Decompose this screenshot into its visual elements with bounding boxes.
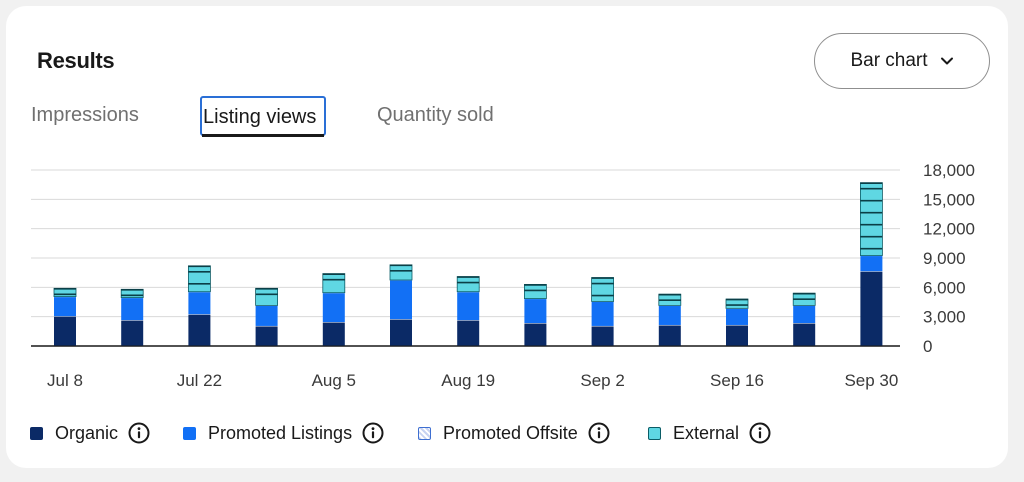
bar-organic bbox=[524, 323, 547, 346]
bar-promoted-listings bbox=[524, 299, 547, 324]
y-tick-label: 18,000 bbox=[923, 161, 975, 180]
legend-swatch-promoted-listings bbox=[183, 426, 196, 440]
bar-external bbox=[860, 182, 883, 256]
bar-organic bbox=[322, 322, 345, 346]
y-tick-label: 6,000 bbox=[923, 278, 966, 297]
x-tick-label: Aug 19 bbox=[441, 371, 495, 390]
active-tab-indicator bbox=[202, 134, 324, 137]
bar-organic bbox=[54, 316, 76, 346]
bar-organic bbox=[188, 314, 211, 346]
bar-external bbox=[389, 264, 413, 281]
bar-organic bbox=[860, 271, 883, 346]
metric-tabs: Impressions Listing views Quantity sold bbox=[0, 96, 600, 140]
y-tick-label: 12,000 bbox=[923, 220, 975, 239]
y-tick-label: 3,000 bbox=[923, 308, 966, 327]
legend-label-external: External bbox=[673, 422, 740, 443]
bar-promoted-listings bbox=[457, 292, 480, 321]
y-tick-label: 0 bbox=[923, 337, 932, 356]
x-tick-label: Aug 5 bbox=[312, 371, 356, 390]
bar-promoted-listings bbox=[322, 293, 345, 323]
bar-promoted-listings bbox=[726, 308, 748, 325]
info-icon[interactable] bbox=[749, 422, 771, 444]
bar-organic bbox=[591, 326, 614, 346]
legend-item-promoted-offsite: Promoted Offsite bbox=[418, 420, 610, 446]
tab-quantity-sold[interactable]: Quantity sold bbox=[377, 104, 494, 126]
info-icon[interactable] bbox=[128, 422, 150, 444]
bar-promoted-listings bbox=[591, 302, 614, 326]
bar-promoted-listings bbox=[860, 256, 883, 272]
bar-promoted-listings bbox=[54, 297, 76, 317]
bar-organic bbox=[255, 326, 278, 346]
legend-label-promoted-offsite: Promoted Offsite bbox=[443, 422, 578, 443]
bar-organic bbox=[658, 325, 681, 346]
legend-swatch-promoted-offsite bbox=[418, 426, 431, 440]
page-title: Results bbox=[37, 48, 115, 73]
bar-promoted-listings bbox=[658, 305, 681, 325]
bar-promoted-listings bbox=[793, 305, 816, 324]
legend-swatch-organic bbox=[30, 426, 43, 440]
bar-organic bbox=[121, 320, 144, 346]
bar-promoted-listings bbox=[390, 280, 412, 320]
listing-views-chart: 0 3,000 6,000 9,000 12,000 15,000 18,000 Jul 8 J… bbox=[31, 161, 975, 390]
bar-external bbox=[591, 277, 614, 302]
x-tick-label: Jul 8 bbox=[47, 371, 83, 390]
x-tick-label: Sep 2 bbox=[580, 371, 624, 390]
legend-swatch-external bbox=[648, 426, 661, 440]
chart-type-select[interactable]: Bar chart bbox=[814, 33, 990, 89]
legend-item-promoted-listings: Promoted Listings bbox=[183, 420, 384, 446]
bar-external bbox=[187, 265, 211, 293]
bar-external bbox=[322, 273, 346, 294]
bar-external bbox=[255, 287, 279, 306]
tab-listing-views[interactable]: Listing views bbox=[200, 96, 326, 136]
results-card: Results Bar chart bbox=[6, 6, 1008, 468]
bar-promoted-listings bbox=[255, 305, 278, 326]
tab-impressions[interactable]: Impressions bbox=[31, 104, 139, 126]
bar-external bbox=[524, 283, 547, 299]
legend-item-external: External bbox=[648, 420, 771, 446]
info-icon[interactable] bbox=[588, 422, 610, 444]
bar-external bbox=[725, 298, 749, 309]
bar-organic bbox=[793, 323, 816, 346]
chevron-down-icon bbox=[940, 54, 954, 68]
legend-label-promoted-listings: Promoted Listings bbox=[208, 422, 353, 443]
x-tick-label: Sep 30 bbox=[844, 371, 898, 390]
info-icon[interactable] bbox=[362, 422, 384, 444]
bar-organic bbox=[726, 325, 748, 346]
x-tick-label: Jul 22 bbox=[177, 371, 222, 390]
bar-promoted-listings bbox=[121, 298, 144, 321]
bar-organic bbox=[457, 320, 480, 346]
bar-organic bbox=[390, 319, 412, 346]
bar-external bbox=[456, 276, 480, 293]
y-tick-label: 15,000 bbox=[923, 190, 975, 209]
x-tick-label: Sep 16 bbox=[710, 371, 764, 390]
y-tick-label: 9,000 bbox=[923, 249, 966, 268]
legend-label-organic: Organic bbox=[55, 422, 119, 443]
chart-type-select-label: Bar chart bbox=[850, 50, 928, 71]
bar-promoted-listings bbox=[188, 292, 211, 315]
legend-item-organic: Organic bbox=[30, 420, 150, 446]
